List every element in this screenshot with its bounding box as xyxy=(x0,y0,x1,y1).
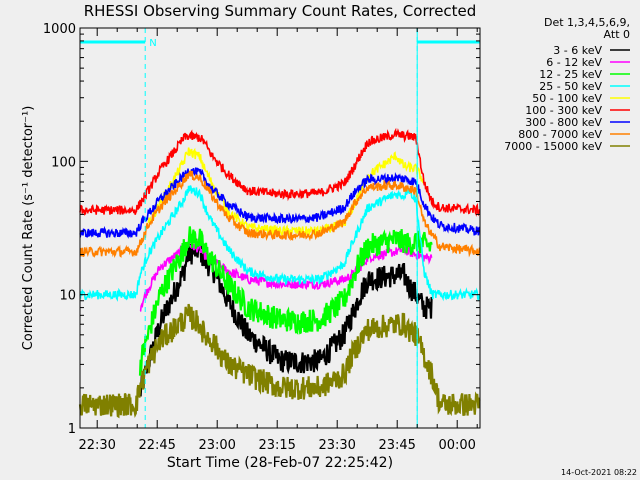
series-line-6 xyxy=(79,167,481,239)
legend-label-2: 12 - 25 keV xyxy=(539,68,602,81)
y-tick-label-3: 1000 xyxy=(43,22,76,37)
y-axis-title: Corrected Count Rate (s⁻¹ detector⁻¹) xyxy=(21,106,36,351)
x-tick-label-1: 22:45 xyxy=(138,438,175,453)
y-tick-label-1: 10 xyxy=(59,289,76,304)
legend-label-3: 25 - 50 keV xyxy=(539,80,602,93)
x-tick-label-2: 23:00 xyxy=(198,438,235,453)
x-axis-title: Start Time (28-Feb-07 22:25:42) xyxy=(167,455,393,471)
legend-label-0: 3 - 6 keV xyxy=(553,44,602,57)
legend-label-7: 800 - 7000 keV xyxy=(518,128,602,141)
legend-label-8: 7000 - 15000 keV xyxy=(504,140,602,153)
legend-label-6: 300 - 800 keV xyxy=(525,116,602,129)
legend-detectors: Det 1,3,4,5,6,9, xyxy=(544,16,630,29)
series-line-7 xyxy=(79,170,481,258)
footer-date: 14-Oct-2021 08:22 xyxy=(561,468,637,477)
series-line-2 xyxy=(138,226,433,376)
x-tick-label-5: 23:45 xyxy=(378,438,415,453)
night-marker-label: N xyxy=(149,38,156,49)
y-tick-label-0: 1 xyxy=(68,422,76,437)
series-line-4 xyxy=(147,147,425,238)
legend-attenuator: Att 0 xyxy=(604,28,630,41)
plot-area: N xyxy=(78,28,481,428)
axes: 1 10 100 1000 22:30 22:45 23:00 23:15 23:30 23:45… xyxy=(43,22,481,453)
chart-title: RHESSI Observing Summary Count Rates, Co… xyxy=(84,2,477,20)
series-line-8 xyxy=(78,303,481,419)
y-tick-label-2: 100 xyxy=(51,155,76,170)
x-tick-label-6: 00:00 xyxy=(438,438,475,453)
series-line-3 xyxy=(79,185,481,302)
series-line-5 xyxy=(79,127,481,217)
x-tick-label-0: 22:30 xyxy=(78,438,115,453)
legend-label-4: 50 - 100 keV xyxy=(532,92,602,105)
x-tick-label-3: 23:15 xyxy=(258,438,295,453)
x-tick-label-4: 23:30 xyxy=(318,438,355,453)
plot-frame xyxy=(79,27,481,429)
legend-label-1: 6 - 12 keV xyxy=(546,56,602,69)
legend-label-5: 100 - 300 keV xyxy=(525,104,602,117)
